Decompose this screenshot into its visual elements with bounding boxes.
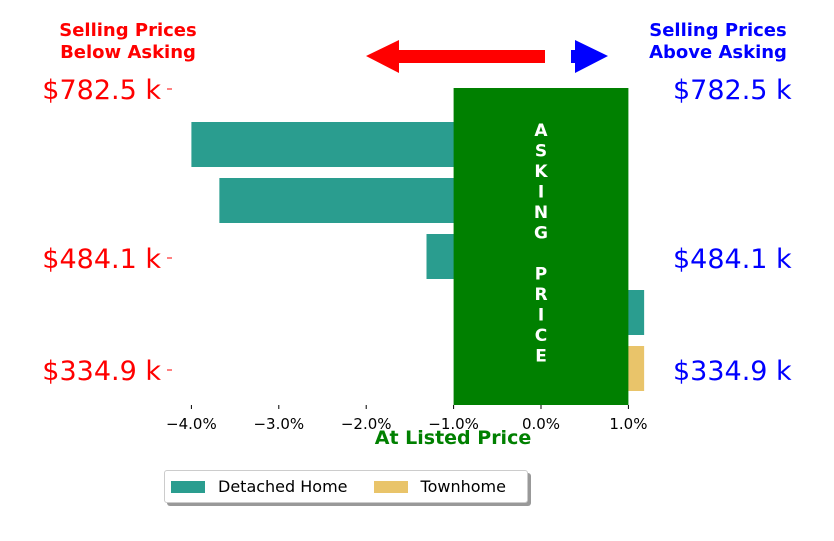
asking-price-letter: N bbox=[534, 203, 548, 223]
asking-price-letter: E bbox=[535, 347, 547, 367]
asking-price-letter: K bbox=[534, 162, 548, 182]
asking-price-band bbox=[453, 88, 629, 405]
header-below-asking: Selling Prices Below Asking bbox=[38, 20, 218, 64]
right-arrow-icon bbox=[571, 40, 608, 73]
asking-price-letter: S bbox=[535, 142, 547, 162]
y-tick-label-right: $484.1 k bbox=[673, 244, 792, 275]
legend-swatch-townhome bbox=[373, 480, 408, 493]
y-tick-label-left: $782.5 k bbox=[42, 75, 161, 106]
x-axis-label: At Listed Price bbox=[374, 427, 532, 449]
asking-price-letter: I bbox=[538, 306, 544, 326]
y-tick-label-right: $782.5 k bbox=[673, 75, 792, 106]
x-axis: −4.0% −3.0% −2.0% −1.0% 0.0% 1.0% bbox=[166, 405, 647, 433]
asking-price-letter: I bbox=[538, 183, 544, 203]
left-arrow-icon bbox=[366, 40, 545, 73]
asking-price-letter: C bbox=[535, 326, 547, 346]
direction-arrows bbox=[366, 40, 608, 73]
x-tick-label: −1.0% bbox=[428, 415, 479, 433]
legend-swatch-detached bbox=[171, 480, 205, 493]
asking-price-letter: A bbox=[534, 121, 548, 141]
x-tick-label: −3.0% bbox=[253, 415, 304, 433]
asking-price-letter: R bbox=[534, 285, 547, 305]
x-tick-label: −2.0% bbox=[341, 415, 392, 433]
legend-label-townhome: Townhome bbox=[420, 477, 506, 496]
y-tick-label-right: $334.9 k bbox=[673, 356, 792, 387]
legend-item-townhome: Townhome bbox=[373, 477, 506, 496]
x-tick-label: 0.0% bbox=[522, 415, 560, 433]
header-above-asking-line1: Selling Prices bbox=[649, 20, 787, 41]
y-tick-label-left: $334.9 k bbox=[42, 356, 161, 387]
header-above-asking-line2: Above Asking bbox=[649, 42, 787, 63]
x-tick-label: 1.0% bbox=[609, 415, 647, 433]
legend-item-detached: Detached Home bbox=[171, 477, 348, 496]
y-tick-labels: $782.5 k $484.1 k $334.9 k $782.5 k $484.1 k… bbox=[42, 75, 792, 387]
header-below-asking-line1: Selling Prices bbox=[59, 20, 197, 41]
header-below-asking-line2: Below Asking bbox=[60, 42, 196, 63]
x-tick-label: −4.0% bbox=[166, 415, 217, 433]
legend-label-detached: Detached Home bbox=[218, 477, 348, 496]
header-above-asking: Selling Prices Above Asking bbox=[628, 20, 808, 64]
asking-price-letter: G bbox=[534, 224, 548, 244]
asking-price-letter: P bbox=[535, 265, 547, 285]
y-tick-label-left: $484.1 k bbox=[42, 244, 161, 275]
legend: Detached Home Townhome bbox=[164, 470, 528, 503]
